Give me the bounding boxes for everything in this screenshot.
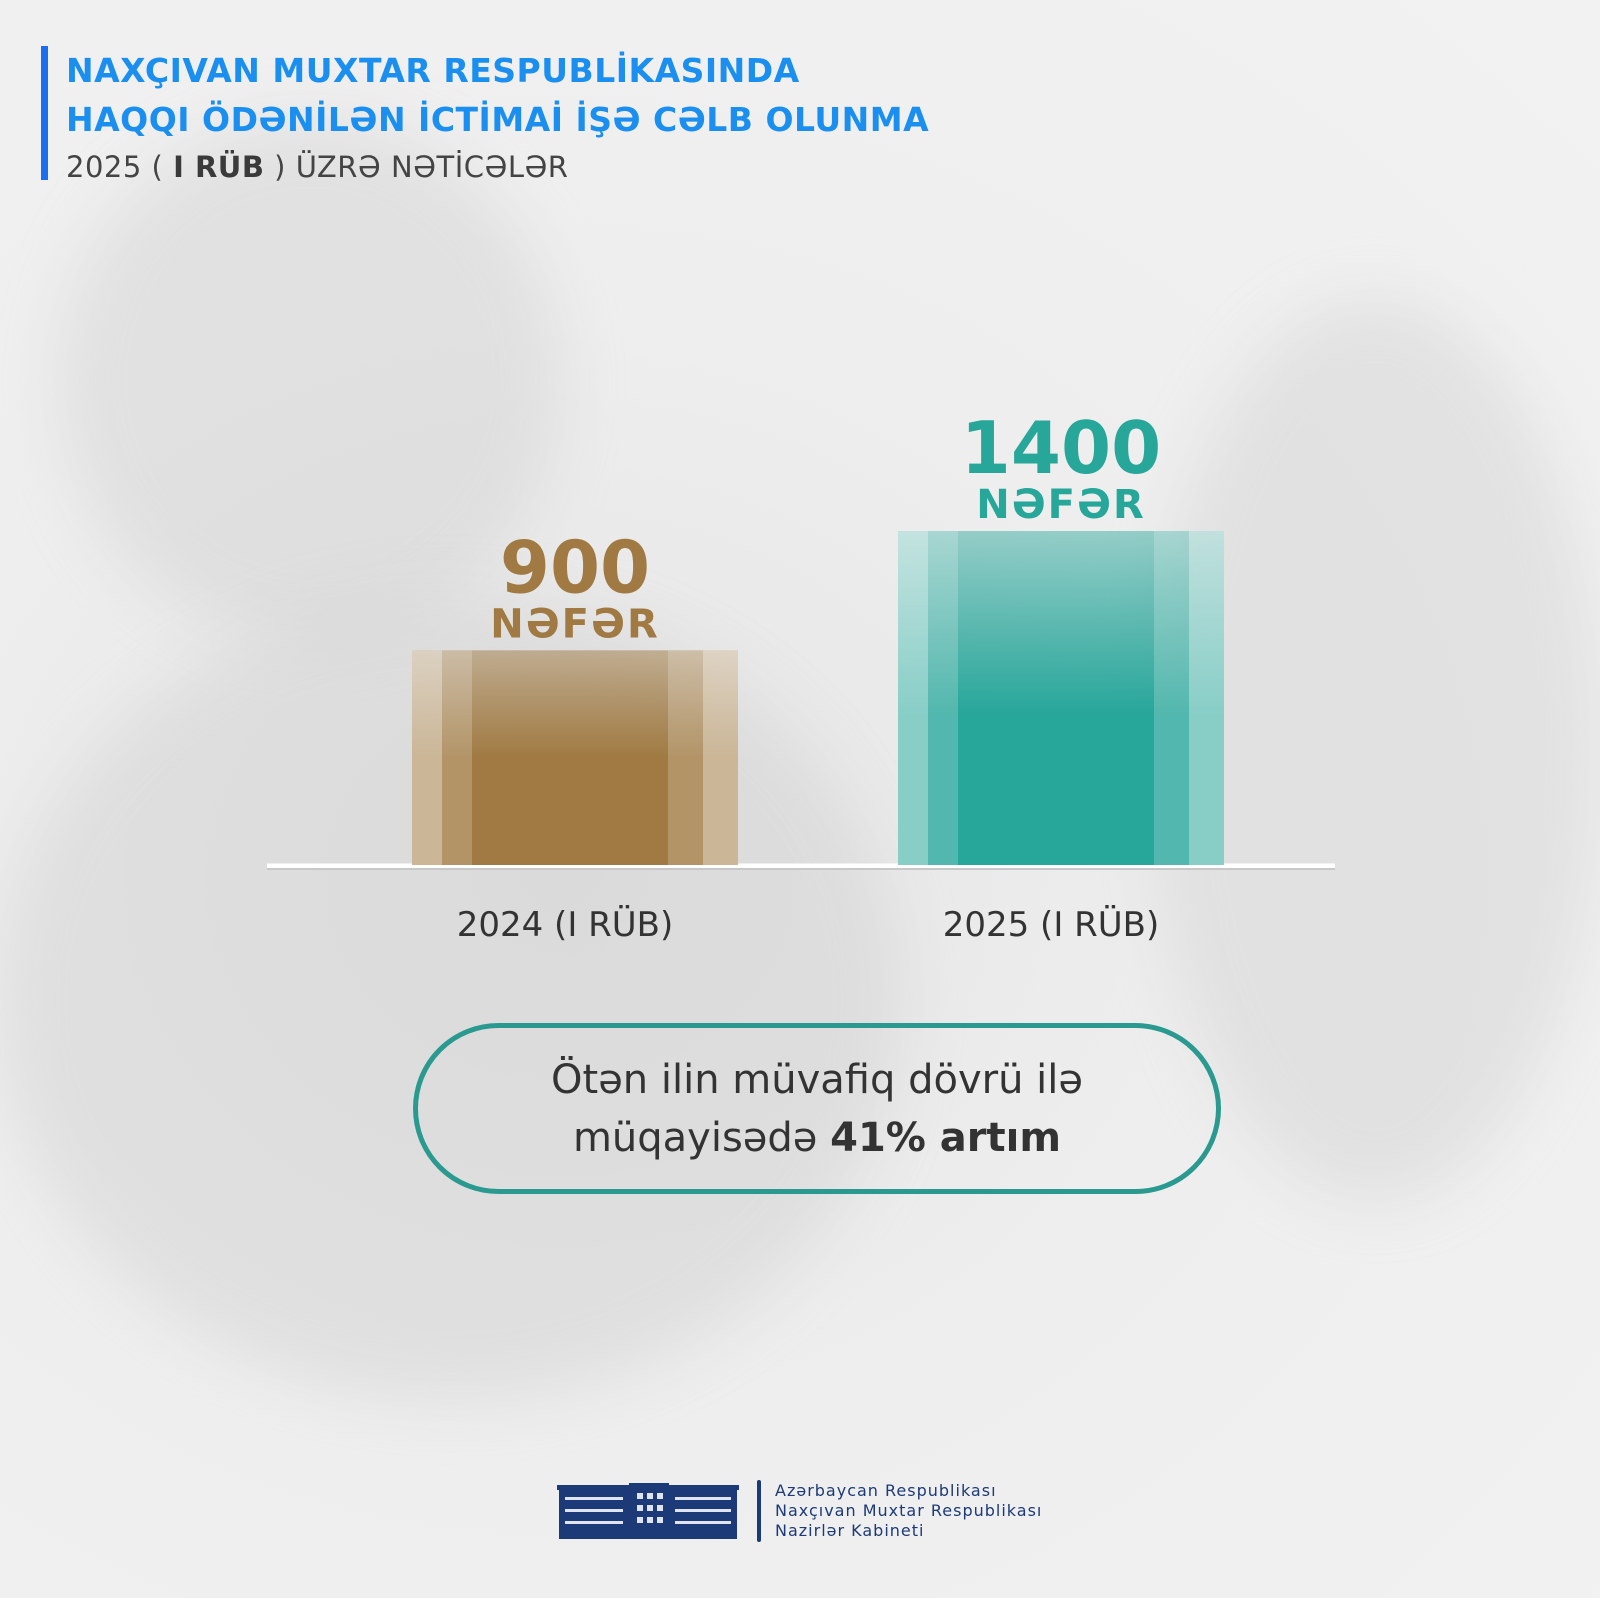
data-label-unit: NƏFƏR bbox=[976, 482, 1146, 528]
subtitle-pre: 2025 ( bbox=[66, 150, 164, 184]
background-decoration bbox=[60, 120, 560, 640]
subtitle-post: ) ÜZRƏ NƏTİCƏLƏR bbox=[274, 150, 569, 184]
footer-line-2: Naxçıvan Muxtar Respublikası bbox=[775, 1501, 1043, 1520]
bar-highlight bbox=[442, 650, 472, 865]
bar-highlight bbox=[928, 531, 958, 865]
bar-2 bbox=[898, 531, 1224, 865]
background-decoration bbox=[1150, 300, 1600, 1200]
x-tick-label: 2024 (I RÜB) bbox=[457, 904, 674, 945]
data-label-unit: NƏFƏR bbox=[490, 601, 660, 647]
subtitle-bold: I RÜB bbox=[173, 150, 265, 184]
bar-highlight bbox=[1154, 531, 1189, 865]
data-label-value: 1400 bbox=[961, 406, 1161, 490]
summary-box: Ötən ilin müvafiq dövrü ilə müqayisədə 4… bbox=[413, 1023, 1221, 1194]
x-tick-label: 2025 (I RÜB) bbox=[943, 904, 1160, 945]
bar-highlight bbox=[412, 650, 442, 865]
footer-text: Azərbaycan Respublikası Naxçıvan Muxtar … bbox=[775, 1481, 1042, 1541]
bar-highlight bbox=[898, 531, 928, 865]
data-label-value: 900 bbox=[500, 525, 650, 609]
bar-highlight bbox=[668, 650, 703, 865]
bar-highlight bbox=[1189, 531, 1224, 865]
footer-divider bbox=[757, 1480, 761, 1542]
bar-highlight bbox=[703, 650, 738, 865]
summary-percent: 41% artım bbox=[830, 1114, 1062, 1161]
summary-line-1: Ötən ilin müvafiq dövrü ilə bbox=[551, 1056, 1083, 1103]
header: NAXÇIVAN MUXTAR RESPUBLİKASINDA HAQQI ÖD… bbox=[41, 46, 930, 184]
title-line-1: NAXÇIVAN MUXTAR RESPUBLİKASINDA bbox=[66, 51, 800, 90]
bar-1 bbox=[412, 650, 738, 865]
summary-line-2: müqayisədə 41% artım bbox=[551, 1109, 1083, 1167]
footer-line-3: Nazirlər Kabineti bbox=[775, 1521, 925, 1540]
footer-line-1: Azərbaycan Respublikası bbox=[775, 1481, 997, 1500]
footer: Azərbaycan Respublikası Naxçıvan Muxtar … bbox=[557, 1480, 1042, 1542]
summary-text: müqayisədə bbox=[572, 1114, 831, 1161]
title-line-2: HAQQI ÖDƏNİLƏN İCTİMAİ İŞƏ CƏLB OLUNMA bbox=[66, 100, 930, 139]
government-building-icon bbox=[557, 1483, 739, 1539]
subtitle: 2025 ( I RÜB ) ÜZRƏ NƏTİCƏLƏR bbox=[66, 150, 929, 184]
